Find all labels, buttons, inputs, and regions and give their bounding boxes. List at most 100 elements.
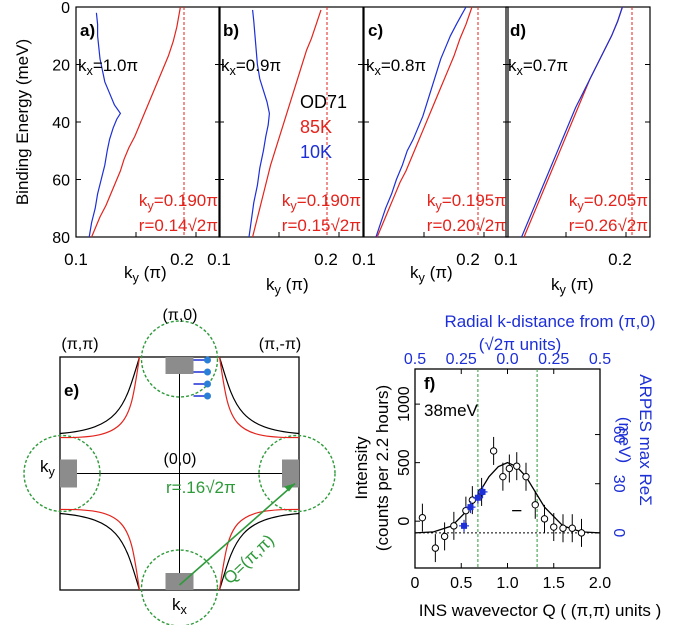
- arpes-cut-point: [204, 392, 211, 400]
- hot-spot-patch: [165, 357, 194, 374]
- right-axis-title: ARPES max ReΣ: [636, 374, 655, 505]
- ins-data-point: [550, 523, 558, 531]
- x-tick-label: 0.1: [494, 250, 518, 269]
- top-tick-label: 0.0: [496, 351, 518, 368]
- series-85k-line: [376, 6, 473, 238]
- fermi-surface-red: [59, 356, 300, 591]
- top-axis-title: Radial k-distance from (π,0): [444, 312, 655, 331]
- nesting-circle: [23, 434, 101, 513]
- ins-panel: 0 0.5 1.0 1.5 2.0 0.5 0.25 0.0 0.25 0.5 0 500 1000 0 3…: [352, 312, 661, 620]
- legend-sample: OD71: [300, 92, 347, 112]
- series-85k-line: [91, 6, 181, 238]
- kx-label: kx=1.0π: [78, 56, 138, 78]
- corner-label-top-right: (π,-π): [259, 336, 302, 353]
- r-label: r=0.26√2π: [569, 216, 648, 235]
- hot-spot-patch: [282, 459, 299, 488]
- x-tick-label: 0.1: [352, 250, 376, 269]
- right-y-tick-label: 60: [610, 426, 627, 444]
- panel-letter: b): [223, 21, 239, 40]
- ky-label: ky=0.190π: [139, 191, 218, 213]
- ins-data-point: [531, 501, 539, 509]
- x-axis-title: ky (π): [551, 275, 594, 297]
- ky-label: ky=0.195π: [427, 191, 506, 213]
- x-tick-label: 0.2: [170, 250, 194, 269]
- corner-label-top-left: (π,π): [61, 336, 98, 353]
- ky-axis-label: ky: [40, 457, 56, 479]
- series-10k-line: [521, 6, 623, 238]
- y-tick-label: 1000: [396, 386, 413, 422]
- arpes-data-point: [467, 504, 474, 511]
- corner-label-top-mid: (π,0): [162, 307, 197, 324]
- nesting-circle: [140, 549, 219, 627]
- y-tick-label: 500: [396, 449, 413, 476]
- arpes-data-point: [479, 488, 486, 495]
- x-tick-label: 0: [411, 575, 420, 592]
- r-label: r=0.15√2π: [282, 216, 361, 235]
- x-tick-label: 0.2: [314, 250, 338, 269]
- x-tick-label: 1.0: [496, 575, 518, 592]
- x-tick-label: 2.0: [589, 575, 611, 592]
- series-10k-line: [375, 6, 467, 238]
- ky-label: ky=0.190π: [282, 191, 361, 213]
- right-axis-unit: (meV): [615, 417, 634, 463]
- x-tick-label: 0.2: [608, 250, 632, 269]
- arpes-cut-point: [204, 356, 211, 364]
- arpes-cut-point: [204, 368, 211, 376]
- y-axis-title: Binding Energy (meV): [13, 39, 32, 205]
- panel-letter: e): [64, 381, 79, 400]
- x-axis-title: ky (π): [410, 263, 453, 285]
- top-axis-unit: (√2π units): [479, 335, 561, 354]
- x-axis-title: ky (π): [124, 263, 167, 285]
- arpes-panels: a) kx=1.0π ky=0.190π r=0.14√2π b) kx=0.9π ky=0…: [13, 0, 651, 297]
- panel-letter: c): [368, 21, 383, 40]
- nesting-circle: [140, 320, 219, 398]
- r-label: r=0.20√2π: [427, 216, 506, 235]
- hot-spot-patch: [60, 459, 77, 488]
- ins-data-point: [440, 532, 449, 541]
- arpes-cut-point: [204, 380, 211, 388]
- y-tick-label: 0: [61, 0, 70, 17]
- y-axis-unit: (counts per 2.2 hours): [373, 385, 392, 551]
- series-10k-line: [88, 12, 122, 238]
- ky-label: ky=0.205π: [569, 191, 648, 213]
- y-tick-label: 40: [52, 115, 70, 132]
- ins-data-point: [450, 522, 458, 530]
- fermi-surface-black: [59, 356, 300, 591]
- series-10k-line: [248, 9, 271, 238]
- ins-data-point: [489, 447, 498, 455]
- x-tick-label: 0.5: [450, 575, 472, 592]
- panel-letter: a): [80, 21, 95, 40]
- y-tick-label: 60: [52, 173, 70, 190]
- ins-data-point: [505, 464, 514, 473]
- kx-axis-label: kx: [172, 595, 188, 617]
- y-tick-label: 20: [52, 58, 70, 75]
- arpes-data-point: [461, 522, 468, 529]
- q-vector-label: Q=(π,π): [220, 531, 278, 588]
- top-tick-label: 0.25: [446, 351, 477, 368]
- ins-data-point: [513, 462, 521, 470]
- ins-data-point: [499, 472, 507, 481]
- top-tick-label: 0.5: [589, 351, 611, 368]
- top-tick-label: 0.25: [538, 351, 569, 368]
- series-85k-line: [252, 9, 322, 238]
- ins-data-point: [559, 524, 567, 532]
- right-y-tick-label: 30: [610, 475, 627, 493]
- ins-data-point: [522, 472, 530, 481]
- x-tick-label: 1.5: [543, 575, 565, 592]
- x-tick-label: 0.2: [456, 250, 480, 269]
- ins-data-point: [431, 544, 440, 552]
- legend-85k: 85K: [300, 117, 332, 137]
- x-axis-title: ky (π): [266, 275, 309, 297]
- energy-label: 38meV: [424, 401, 479, 420]
- fermi-surface-panel: e) (π,π) (π,0) (π,-π) (0,0) ky kx r=.16√2π Q=(π,…: [23, 307, 336, 627]
- panel-letter: f): [424, 374, 435, 393]
- ins-data-point: [418, 513, 427, 522]
- y-tick-label: 0: [396, 517, 413, 526]
- ins-data-point: [577, 529, 586, 537]
- ins-data-point: [568, 524, 576, 532]
- kx-label: kx=0.9π: [221, 56, 281, 78]
- hot-spot-patch: [165, 573, 194, 590]
- y-tick-label: 80: [52, 230, 70, 247]
